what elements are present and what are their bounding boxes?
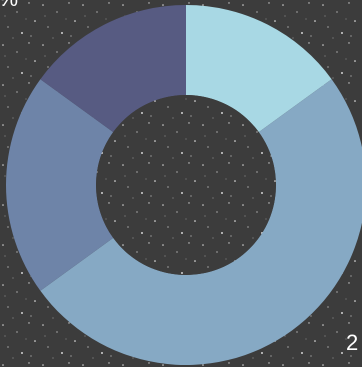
donut-slice-3 (5, 79, 114, 291)
donut-slice-4 (40, 5, 187, 133)
donut-slice-1 (186, 5, 332, 133)
donut-hole (96, 95, 276, 275)
donut-slice-2 (40, 79, 362, 365)
slice-label-1: 1% (0, 0, 18, 11)
slice-label-2: 2 (346, 330, 358, 355)
